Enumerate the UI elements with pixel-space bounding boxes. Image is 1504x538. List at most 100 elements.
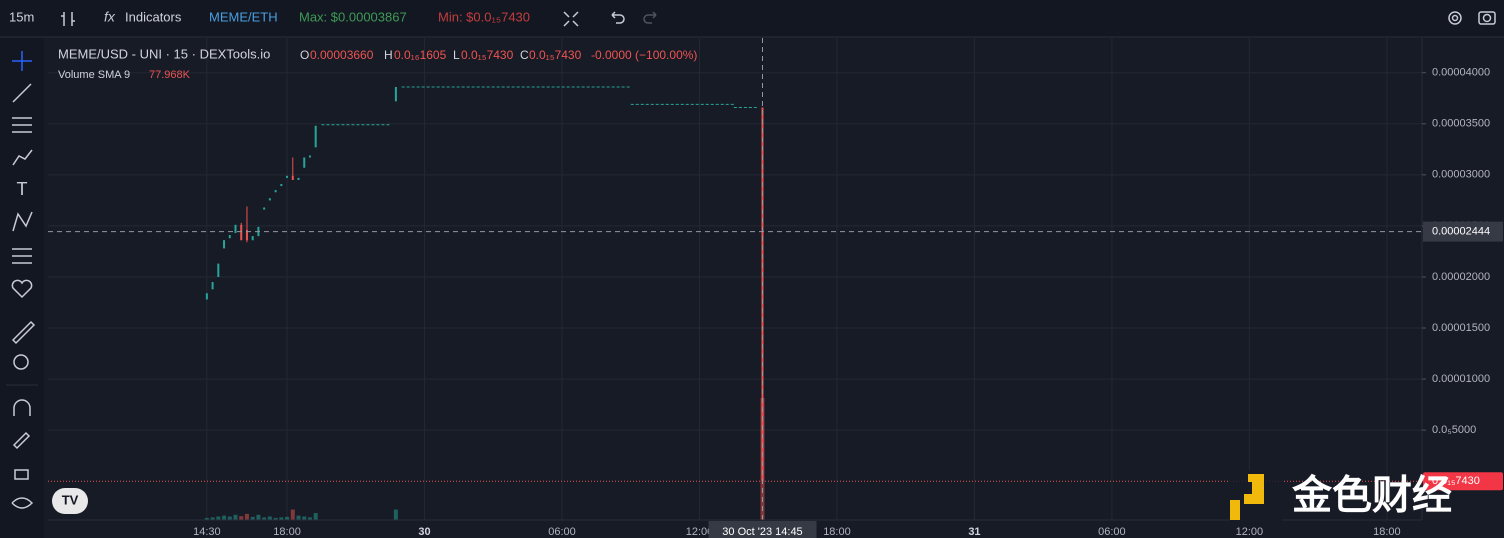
forecast-tool[interactable]: [12, 248, 32, 264]
lock-tool[interactable]: [14, 469, 29, 480]
legend-close: 0.0₁₅7430: [529, 48, 582, 62]
pattern-tool[interactable]: [12, 211, 33, 232]
volume-bar: [262, 517, 267, 520]
crosshair-time-box: [708, 521, 817, 538]
ruler-tool[interactable]: [11, 320, 36, 345]
crosshair-price-box: [1423, 221, 1503, 242]
plot-area: [48, 38, 1422, 520]
candle-body: [308, 155, 311, 158]
candle-body: [274, 190, 277, 193]
last-price-box: [1423, 472, 1503, 491]
trend-line-tool[interactable]: [12, 83, 32, 103]
candle-body: [245, 229, 248, 241]
volume-bar: [313, 513, 318, 520]
candle-body: [286, 175, 289, 178]
x-tick-label: 18:00: [823, 526, 851, 538]
candle-body: [234, 224, 237, 234]
y-tick-label: 0.0₅5000: [1432, 424, 1476, 436]
volume-bar: [296, 515, 301, 520]
volume-bar: [279, 517, 284, 520]
y-tick-label: 0.00001500: [1432, 322, 1490, 334]
bar-style-icon[interactable]: [61, 12, 75, 26]
y-tick-label: 0.00003000: [1432, 169, 1490, 181]
candle-body: [314, 125, 317, 148]
candle-body: [263, 207, 266, 210]
x-tick-label: 12:00: [686, 526, 714, 538]
fx-icon[interactable]: fx: [104, 9, 116, 25]
watermark: 金色财经: [1230, 470, 1452, 522]
y-tick-label: 0.00003500: [1432, 118, 1490, 130]
zoom-tool[interactable]: [13, 354, 29, 370]
x-tick-label: 30: [418, 526, 430, 538]
candle-body: [297, 177, 300, 180]
volume-bar: [233, 514, 238, 520]
undo-icon[interactable]: [611, 11, 625, 24]
volume-bar: [285, 516, 290, 520]
y-tick-label: 0.00004000: [1432, 67, 1490, 79]
screenshot-icon-lens: [1482, 13, 1492, 23]
candle-body: [228, 235, 231, 239]
candle-body: [217, 263, 220, 277]
top-toolbar: [0, 0, 1504, 37]
legend-low: 0.0₁₅7430: [461, 48, 514, 62]
crosshair-price-label: 0.00002444: [1432, 226, 1490, 238]
left-toolbar: [0, 38, 44, 538]
fib-tool[interactable]: [12, 117, 32, 133]
settings-icon[interactable]: [1448, 11, 1462, 25]
x-tick-label: 06:00: [1098, 526, 1126, 538]
volume-bar: [307, 517, 312, 520]
magnet-tool[interactable]: [13, 399, 31, 416]
settings-icon-center: [1451, 14, 1459, 22]
x-tick-label: 31: [968, 526, 980, 538]
axes: 0.000040000.000035000.000030000.00002500…: [193, 67, 1503, 538]
text-tool[interactable]: T: [17, 179, 28, 199]
volume-bar: [227, 516, 232, 520]
indicators-button[interactable]: Indicators: [125, 9, 182, 24]
volume-bar: [244, 513, 249, 520]
watermark-text: 金色财经: [1291, 473, 1452, 518]
crosshair-time-label: 30 Oct '23 14:45: [722, 526, 802, 538]
candle-body: [303, 157, 306, 168]
legend-change: -0.0000 (−100.00%): [591, 48, 697, 62]
y-tick-label: 0.00001000: [1432, 373, 1490, 385]
volume-bar: [273, 517, 278, 520]
fullscreen-icon[interactable]: [563, 11, 579, 27]
volume-bar: [216, 516, 221, 520]
volume-bar: [250, 516, 255, 520]
volume-bar: [393, 509, 398, 520]
lock-draw-tool[interactable]: [12, 431, 31, 450]
y-tick-label: 0.00002000: [1432, 271, 1490, 283]
candle-body: [394, 87, 397, 102]
volume-bar: [302, 516, 307, 520]
volume-legend-label: Volume SMA 9: [58, 69, 130, 81]
candle-body: [205, 293, 208, 300]
favorites-tool[interactable]: [11, 279, 33, 299]
redo-icon[interactable]: [643, 11, 657, 24]
last-price-label: 0.0₁₅7430: [1432, 475, 1480, 487]
candle-body: [223, 240, 226, 249]
candle-body: [251, 236, 254, 241]
candle-body: [211, 282, 214, 290]
hide-tool[interactable]: [11, 497, 34, 509]
watermark-logo: [1244, 474, 1264, 504]
legend-open: 0.00003660: [310, 48, 374, 62]
watermark-logo-block: [1230, 500, 1240, 520]
pair-button[interactable]: MEME/ETH: [209, 9, 278, 24]
volume-bar: [256, 514, 261, 520]
min-price: Min: $0.0₁₅7430: [438, 9, 530, 24]
legend-low-label: L: [453, 48, 460, 62]
x-tick-label: 06:00: [548, 526, 576, 538]
tv-logo-mark: TV: [62, 492, 79, 507]
volume-bar: [210, 517, 215, 520]
tv-logo: [52, 488, 88, 514]
crosshair-tool[interactable]: [12, 51, 32, 71]
screenshot-icon[interactable]: [1478, 11, 1496, 25]
legend-close-label: C: [520, 48, 529, 62]
candle-body: [280, 184, 283, 187]
max-price: Max: $0.00003867: [299, 9, 407, 24]
interval-button[interactable]: 15m: [9, 9, 34, 24]
candle-body: [268, 198, 271, 201]
brush-tool[interactable]: [12, 149, 33, 166]
x-tick-label: 12:00: [1236, 526, 1264, 538]
